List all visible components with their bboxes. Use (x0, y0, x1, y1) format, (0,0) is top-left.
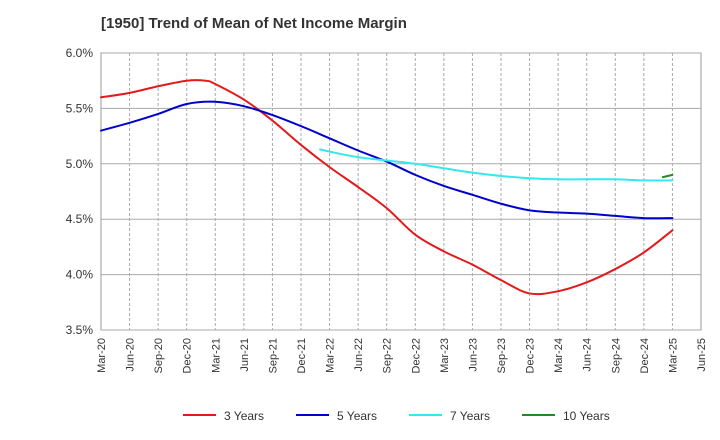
x-tick-label: Mar-22 (325, 338, 337, 373)
x-tick-label: Sep-22 (382, 338, 394, 373)
legend-label-3-years: 3 Years (224, 409, 264, 423)
x-tick-label: Mar-24 (553, 338, 565, 373)
legend-label-10-years: 10 Years (563, 409, 610, 423)
series-line-7-years (319, 148, 674, 182)
x-tick-label: Sep-21 (267, 338, 279, 373)
x-tick-label: Mar-20 (96, 338, 108, 373)
x-tick-label: Sep-24 (610, 338, 622, 373)
x-tick-label: Jun-25 (696, 338, 708, 372)
series-line-5-years (100, 100, 674, 220)
x-tick-label: Jun-22 (353, 338, 365, 372)
x-tick-label: Dec-22 (410, 338, 422, 373)
series-lines (100, 79, 674, 296)
x-tick-label: Sep-23 (496, 338, 508, 373)
x-tick-label: Sep-20 (153, 338, 165, 373)
legend-label-5-years: 5 Years (337, 409, 377, 423)
x-tick-label: Dec-20 (182, 338, 194, 373)
x-tick-label: Jun-23 (467, 338, 479, 372)
legend-label-7-years: 7 Years (450, 409, 490, 423)
y-tick-label: 5.0% (66, 157, 94, 171)
plot-frame (100, 52, 702, 331)
x-tick-label: Dec-21 (296, 338, 308, 373)
y-tick-label: 4.0% (66, 268, 94, 282)
y-tick-label: 4.5% (66, 212, 94, 226)
x-tick-label: Dec-24 (639, 338, 651, 373)
x-tick-label: Jun-20 (125, 338, 137, 372)
grid (100, 52, 702, 331)
x-tick-label: Jun-24 (582, 338, 594, 372)
series-line-3-years (100, 79, 674, 296)
series-line-10-years (661, 173, 674, 179)
y-tick-label: 5.5% (66, 101, 94, 115)
x-tick-label: Mar-25 (667, 338, 679, 373)
y-axis: 3.5% 4.0% 4.5% 5.0% 5.5% 6.0% (66, 46, 94, 337)
x-axis: Mar-20 Jun-20 Sep-20 Dec-20 Mar-21 Jun-21 Sep-… (96, 338, 708, 373)
x-tick-label: Dec-23 (525, 338, 537, 373)
y-tick-label: 6.0% (66, 46, 94, 60)
y-tick-label: 3.5% (66, 323, 94, 337)
legend: 3 Years 5 Years 7 Years 10 Years (183, 409, 610, 423)
chart-title: [1950] Trend of Mean of Net Income Margi… (101, 15, 407, 32)
x-tick-label: Jun-21 (239, 338, 251, 372)
x-tick-label: Mar-23 (439, 338, 451, 373)
x-tick-label: Mar-21 (210, 338, 222, 373)
